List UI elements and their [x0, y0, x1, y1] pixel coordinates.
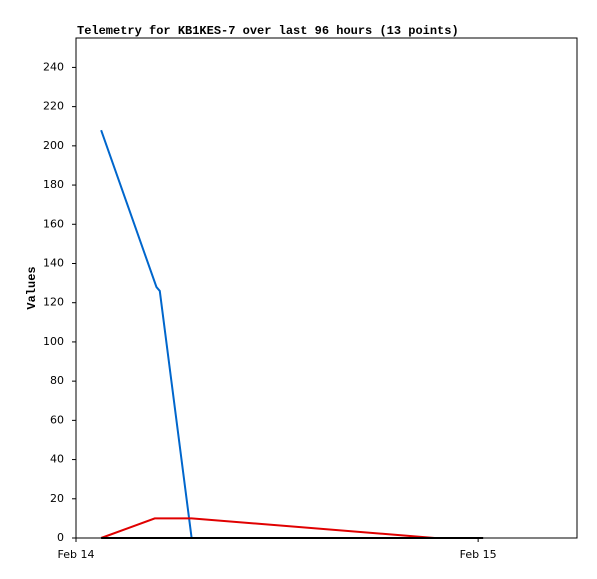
series-line: [100, 517, 435, 539]
y-tick-label: 180: [43, 178, 64, 191]
x-tick-label: Feb 14: [58, 548, 95, 561]
y-tick-label: 220: [43, 100, 64, 113]
y-tick-label: 200: [43, 139, 64, 152]
y-tick-label: 100: [43, 335, 64, 348]
y-tick-label: 20: [50, 492, 64, 505]
y-tick-label: 140: [43, 256, 64, 269]
chart-title: Telemetry for KB1KES-7 over last 96 hour…: [77, 24, 459, 38]
series-line: [100, 129, 193, 539]
plot-frame: [75, 37, 578, 539]
y-tick-label: 160: [43, 217, 64, 230]
y-axis-label: Values: [25, 266, 39, 309]
y-tick-label: 240: [43, 60, 64, 73]
y-tick-label: 40: [50, 453, 64, 466]
y-tick-label: 80: [50, 374, 64, 387]
x-tick-label: Feb 15: [460, 548, 497, 561]
y-tick-label: 120: [43, 296, 64, 309]
y-tick-label: 60: [50, 413, 64, 426]
y-tick-label: 0: [57, 531, 64, 544]
